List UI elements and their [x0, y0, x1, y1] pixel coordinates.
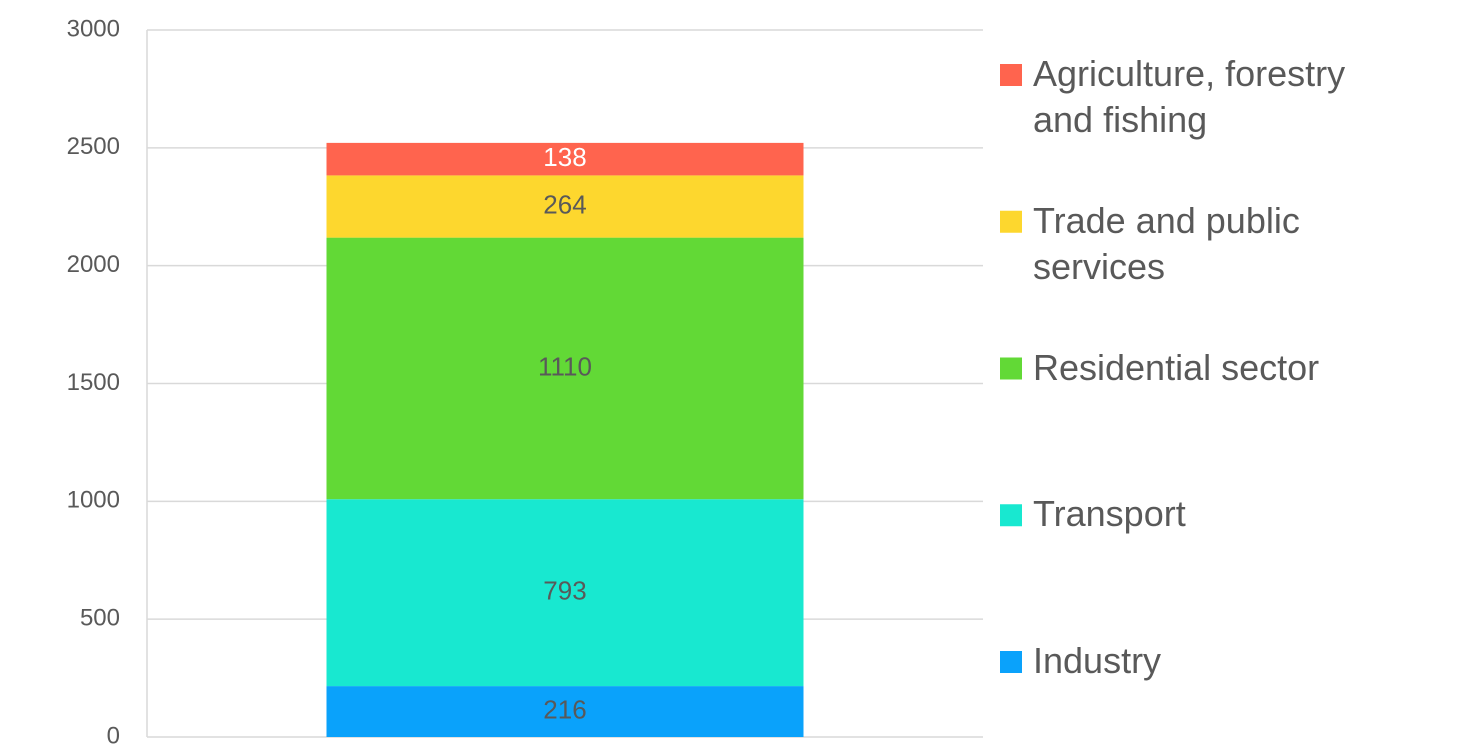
legend-label: Transport	[1033, 493, 1186, 535]
y-tick-label: 1500	[67, 369, 120, 396]
legend-label: Industry	[1033, 640, 1162, 681]
y-tick-label: 3000	[67, 15, 120, 42]
legend-label: Trade and public services	[1033, 199, 1300, 287]
legend-swatch	[1000, 210, 1022, 233]
y-tick-label: 0	[107, 722, 120, 748]
legend-swatch	[1000, 504, 1022, 527]
legend-swatch	[1000, 357, 1022, 380]
legend-item: Agriculture, forestry and fishing	[1033, 53, 1346, 140]
y-tick-label: 500	[80, 605, 120, 632]
legend-label: Residential sector	[1033, 346, 1320, 388]
legend-swatch	[1000, 651, 1022, 673]
data-label: 216	[543, 694, 586, 724]
legend-swatch	[1000, 64, 1022, 86]
y-tick-label: 2000	[67, 251, 120, 278]
y-tick-label: 2500	[67, 133, 120, 160]
data-label: 138	[543, 142, 586, 172]
bar-segment	[326, 499, 804, 687]
legend-item: Trade and public services	[1033, 199, 1300, 287]
bar-segment	[326, 142, 804, 176]
bar-segment	[326, 686, 804, 737]
legend-item: Transport	[1033, 493, 1186, 535]
bar-segment	[326, 175, 804, 238]
data-label: 264	[543, 189, 586, 219]
legend-item: Residential sector	[1033, 346, 1320, 388]
data-label: 1110	[538, 351, 592, 381]
legend-item: Industry	[1033, 640, 1162, 681]
y-tick-label: 1000	[67, 487, 120, 514]
data-label: 793	[543, 576, 586, 606]
legend-label: Agriculture, forestry and fishing	[1033, 53, 1346, 140]
bar-segment	[326, 237, 804, 500]
